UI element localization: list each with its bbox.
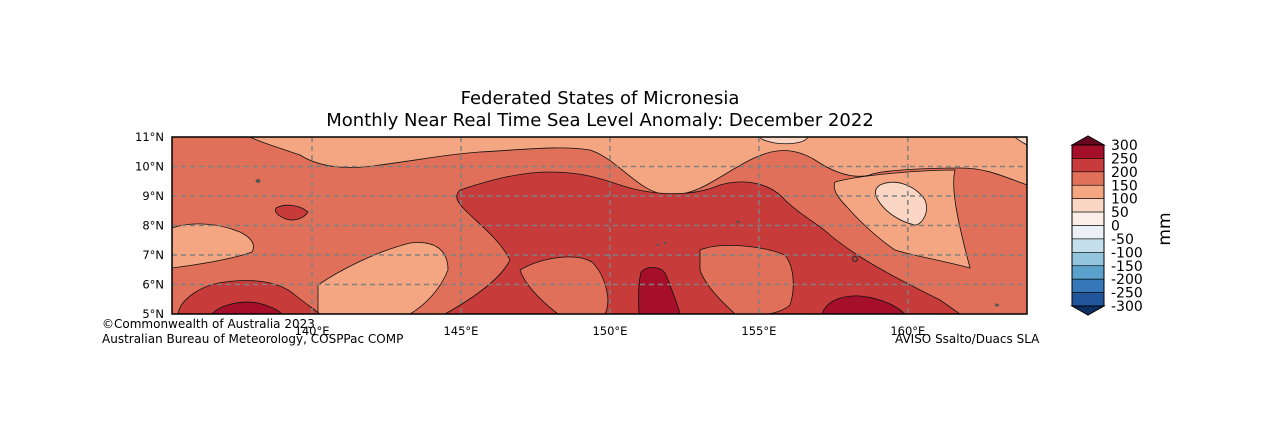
colorbar-labels: 300250200150100500-50-100-150-200-250-30… — [1111, 138, 1143, 315]
anomaly-region-50-100-corner — [1014, 137, 1027, 146]
longitude-labels: 140°E 145°E 150°E 155°E 160°E — [295, 324, 926, 338]
colorbar-extend-top — [1070, 135, 1106, 146]
colorbar-swatch — [1071, 278, 1105, 293]
anomaly-region-250-300-b — [821, 295, 906, 314]
colorbar-tick-label: 200 — [1111, 165, 1138, 181]
latitude-tick-label: 9°N — [142, 189, 164, 203]
anomaly-region-50-100-fringe — [759, 137, 809, 145]
colorbar-swatch — [1071, 158, 1105, 173]
latitude-tick-label: 10°N — [135, 160, 164, 174]
anomaly-region-200-250-southwest — [177, 280, 321, 314]
map-frame — [171, 136, 1028, 315]
colorbar-unit-label: mm — [1155, 212, 1175, 245]
colorbar-tick-label: 150 — [1111, 178, 1138, 194]
copyright-credit: ©Commonwealth of Australia 2023 — [102, 317, 315, 331]
colorbar-tick-label: -250 — [1111, 286, 1143, 302]
data-source-credit: AVISO Ssalto/Duacs SLA — [895, 332, 1040, 346]
colorbar-tick-label: 300 — [1111, 138, 1138, 154]
longitude-tick-label: 155°E — [741, 324, 776, 338]
colorbar-tick-label: -100 — [1111, 245, 1143, 261]
colorbar-swatch — [1071, 265, 1105, 280]
colorbar-tick-label: -200 — [1111, 272, 1143, 288]
latitude-tick-label: 11°N — [135, 130, 164, 144]
colorbar-tick-label: -300 — [1111, 299, 1143, 315]
colorbar-tick-label: -150 — [1111, 259, 1143, 275]
latitude-tick-label: 5°N — [142, 307, 164, 321]
island — [736, 220, 740, 224]
colorbar-tick-label: 0 — [1111, 219, 1120, 235]
organisation-credit: Australian Bureau of Meteorology, COSPPa… — [102, 332, 404, 346]
colorbar: 300250200150100500-50-100-150-200-250-30… — [1070, 135, 1175, 316]
latitude-labels: 5°N 6°N 7°N 8°N 9°N 10°N 11°N — [135, 130, 164, 321]
island-markers — [255, 179, 999, 307]
colorbar-frame — [1071, 144, 1105, 307]
colorbar-extend-bottom — [1070, 305, 1106, 316]
anomaly-region-100-150-west — [172, 223, 254, 269]
anomaly-region-250-300-southwest — [211, 301, 283, 314]
latitude-tick-label: 6°N — [142, 278, 164, 292]
anomaly-field — [172, 137, 1027, 314]
island — [663, 241, 667, 245]
anomaly-region-100-150-southwest — [317, 242, 449, 314]
colorbar-swatch — [1071, 144, 1105, 159]
island-kosrae — [851, 255, 859, 263]
colorbar-swatch — [1071, 252, 1105, 267]
longitude-tick-label: 145°E — [443, 324, 478, 338]
longitude-tick-label: 160°E — [890, 324, 925, 338]
colorbar-swatch — [1071, 238, 1105, 253]
anomaly-region-200-250-small — [275, 204, 309, 221]
island — [995, 303, 999, 307]
colorbar-swatches — [1071, 144, 1105, 307]
colorbar-swatch — [1071, 211, 1105, 226]
longitude-tick-label: 140°E — [295, 324, 330, 338]
colorbar-swatch — [1071, 225, 1105, 240]
anomaly-region-150-200-hole-b — [699, 245, 794, 314]
island — [255, 179, 261, 183]
colorbar-tick-label: 100 — [1111, 192, 1138, 208]
latitude-tick-label: 8°N — [142, 219, 164, 233]
colorbar-swatch — [1071, 292, 1105, 307]
map-title-line2: Monthly Near Real Time Sea Level Anomaly… — [326, 110, 874, 131]
latitude-tick-label: 7°N — [142, 248, 164, 262]
anomaly-region-150-200-hole-a — [519, 256, 609, 314]
map-title-line1: Federated States of Micronesia — [460, 88, 740, 109]
colorbar-tick-label: 50 — [1111, 205, 1129, 221]
colorbar-tick-label: 250 — [1111, 151, 1138, 167]
island — [656, 244, 660, 246]
colorbar-tick-label: -50 — [1111, 232, 1134, 248]
colorbar-swatch — [1071, 171, 1105, 186]
colorbar-swatch — [1071, 198, 1105, 213]
longitude-tick-label: 150°E — [592, 324, 627, 338]
colorbar-swatch — [1071, 184, 1105, 199]
anomaly-region-250-300-a — [638, 267, 681, 314]
map-gridlines — [172, 137, 1027, 314]
